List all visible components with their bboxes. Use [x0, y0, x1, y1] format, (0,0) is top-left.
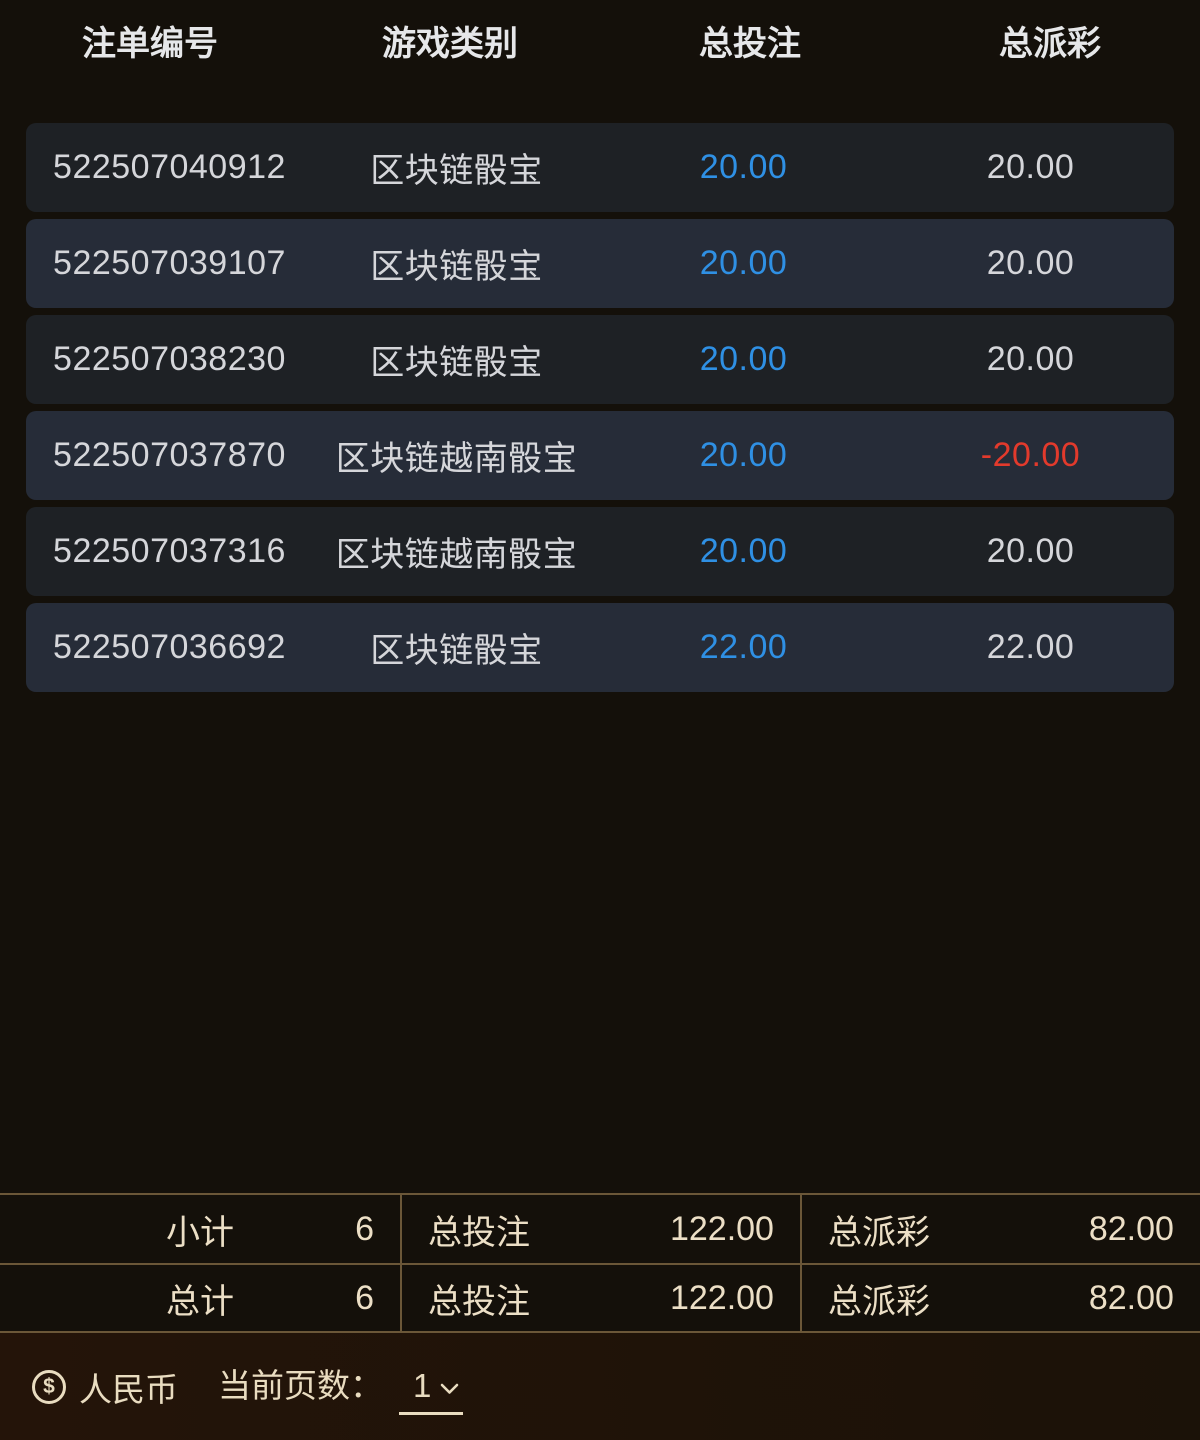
grand-total-payout-total: 82.00 [1088, 1278, 1174, 1317]
grand-total-bet-total: 122.00 [669, 1278, 774, 1317]
currency-label: 人民币 [79, 1370, 178, 1408]
payout-cell: 20.00 [986, 340, 1075, 378]
table-row[interactable]: 522507038230 区块链骰宝 20.00 20.00 [26, 315, 1174, 404]
pagination: 当前页数： 1 [218, 1359, 464, 1415]
bet-id-cell: 522507040912 [53, 148, 286, 186]
payout-cell: 22.00 [986, 628, 1075, 666]
dollar-circle-icon: $ [32, 1369, 66, 1404]
bet-cell: 20.00 [699, 436, 788, 474]
game-cell: 区块链骰宝 [370, 344, 543, 382]
bet-records-list: 522507040912 区块链骰宝 20.00 20.00 522507039… [26, 123, 1174, 699]
grand-total-payout-label: 总派彩 [827, 1282, 930, 1321]
payout-cell: 20.00 [986, 148, 1075, 186]
bet-id-cell: 522507039107 [53, 244, 286, 282]
game-cell: 区块链越南骰宝 [335, 536, 578, 574]
currency-indicator: $ 人民币 [32, 1363, 178, 1411]
summary-table: 小计 6 总投注 122.00 总派彩 82.00 总计 6 总投注 122.0… [0, 1193, 1200, 1333]
table-row[interactable]: 522507036692 区块链骰宝 22.00 22.00 [26, 603, 1174, 692]
game-cell: 区块链骰宝 [370, 152, 543, 190]
grand-total-bet-cell: 总投注 122.00 [399, 1265, 800, 1331]
bottom-bar: $ 人民币 当前页数： 1 [0, 1333, 1200, 1440]
bet-id-cell: 522507037316 [53, 532, 286, 570]
bet-id-cell: 522507038230 [53, 340, 286, 378]
grand-total-payout-cell: 总派彩 82.00 [799, 1265, 1200, 1331]
grand-total-row: 总计 6 总投注 122.00 总派彩 82.00 [0, 1263, 1200, 1331]
subtotal-payout-label: 总派彩 [827, 1213, 930, 1252]
bet-id-cell: 522507036692 [53, 628, 286, 666]
column-header-bet-id: 注单编号 [82, 25, 218, 63]
bet-cell: 22.00 [699, 628, 788, 666]
bet-cell: 20.00 [699, 148, 788, 186]
grand-total-label: 总计 [165, 1282, 234, 1321]
subtotal-label: 小计 [165, 1213, 234, 1252]
grand-total-label-cell: 总计 6 [0, 1265, 400, 1331]
column-header-game: 游戏类别 [382, 25, 518, 63]
table-row[interactable]: 522507037316 区块链越南骰宝 20.00 20.00 [26, 507, 1174, 596]
chevron-down-icon [440, 1383, 459, 1395]
page-label: 当前页数： [218, 1366, 383, 1404]
payout-cell: 20.00 [986, 532, 1075, 570]
bet-id-cell: 522507037870 [53, 436, 286, 474]
table-header: 注单编号 游戏类别 总投注 总派彩 [0, 0, 1200, 64]
subtotal-bet-label: 总投注 [427, 1213, 530, 1252]
payout-cell: -20.00 [980, 436, 1081, 474]
table-row[interactable]: 522507040912 区块链骰宝 20.00 20.00 [26, 123, 1174, 212]
page-select-value: 1 [413, 1366, 432, 1404]
table-row[interactable]: 522507039107 区块链骰宝 20.00 20.00 [26, 219, 1174, 308]
subtotal-bet-total: 122.00 [669, 1209, 774, 1248]
grand-total-bet-label: 总投注 [427, 1282, 530, 1321]
table-row[interactable]: 522507037870 区块链越南骰宝 20.00 -20.00 [26, 411, 1174, 500]
game-cell: 区块链骰宝 [370, 632, 543, 670]
subtotal-bet-cell: 总投注 122.00 [399, 1195, 800, 1263]
bet-cell: 20.00 [699, 340, 788, 378]
game-cell: 区块链骰宝 [370, 248, 543, 286]
grand-total-count: 6 [355, 1278, 374, 1317]
subtotal-payout-cell: 总派彩 82.00 [799, 1195, 1200, 1263]
bet-cell: 20.00 [699, 532, 788, 570]
subtotal-row: 小计 6 总投注 122.00 总派彩 82.00 [0, 1195, 1200, 1263]
subtotal-payout-total: 82.00 [1088, 1209, 1174, 1248]
subtotal-count: 6 [355, 1209, 374, 1248]
column-header-payout: 总派彩 [999, 25, 1101, 63]
empty-space [0, 699, 1200, 1193]
bet-cell: 20.00 [699, 244, 788, 282]
column-header-bet: 总投注 [699, 25, 801, 63]
payout-cell: 20.00 [986, 244, 1075, 282]
subtotal-label-cell: 小计 6 [0, 1195, 400, 1263]
game-cell: 区块链越南骰宝 [335, 440, 578, 478]
page-select[interactable]: 1 [399, 1366, 464, 1415]
